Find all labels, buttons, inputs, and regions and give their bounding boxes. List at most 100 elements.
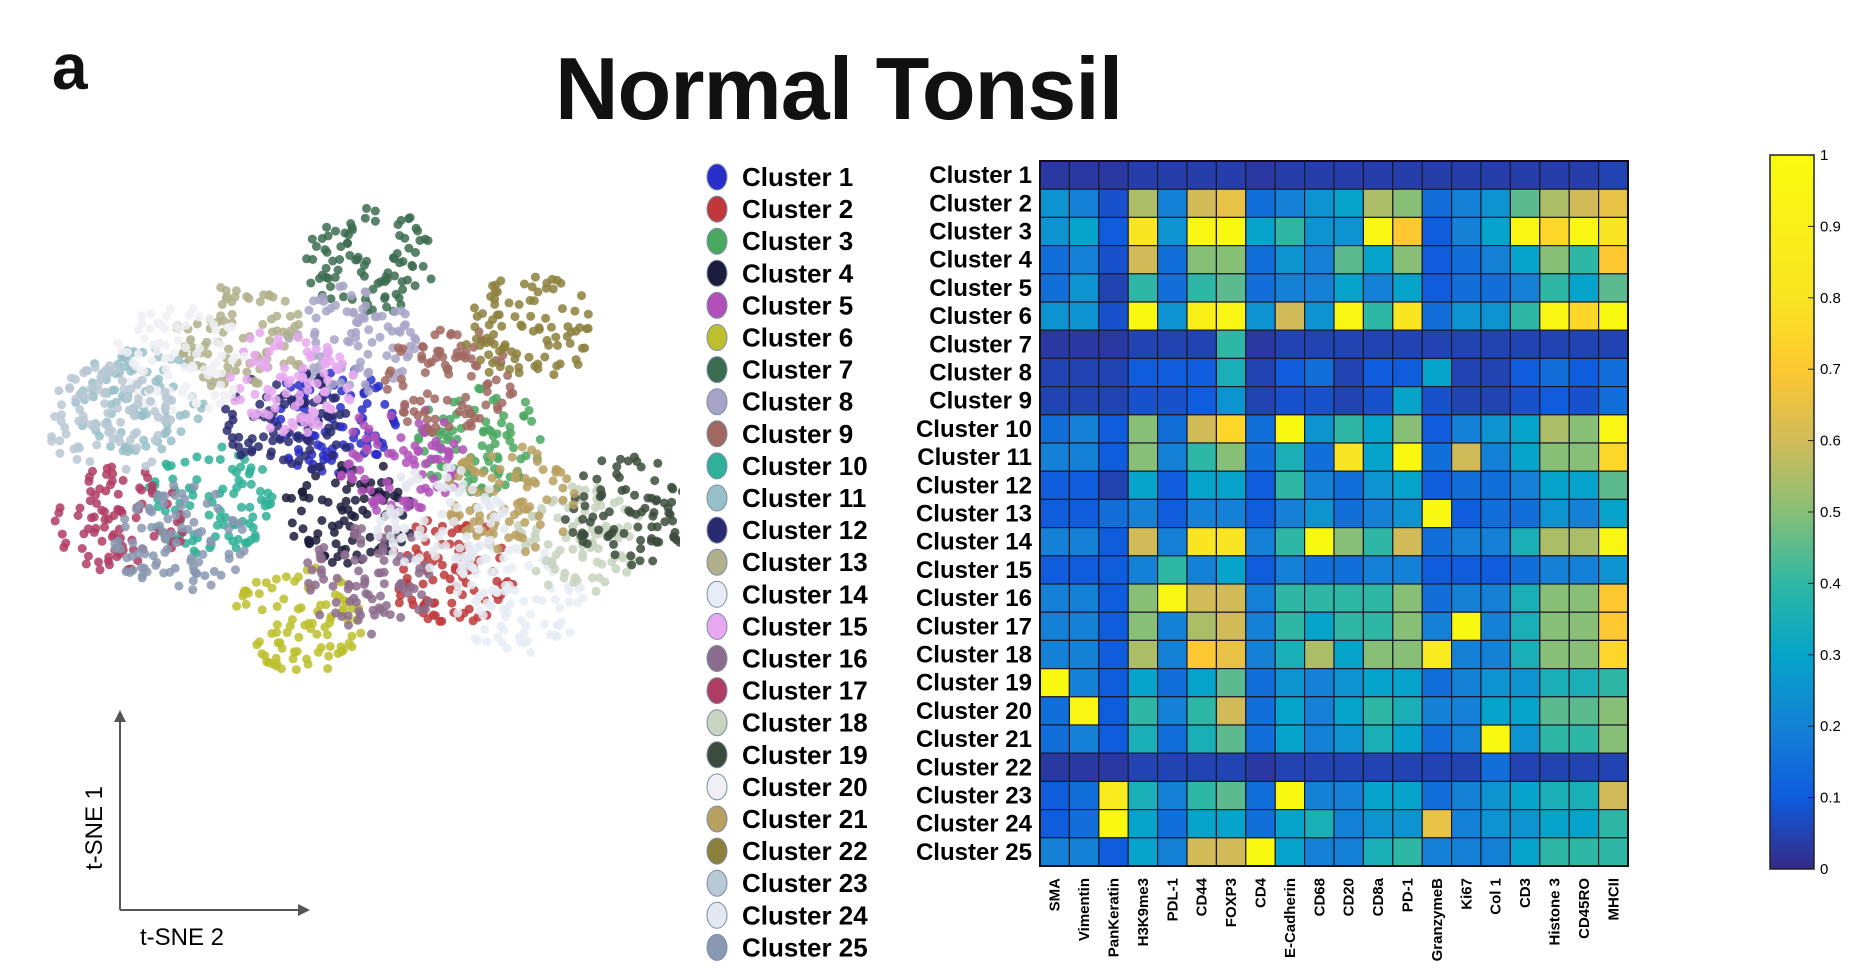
heatmap-cell xyxy=(1245,724,1276,754)
tsne-point xyxy=(104,552,114,562)
heatmap-cell xyxy=(1274,357,1306,388)
tsne-point xyxy=(50,412,60,421)
heatmap-cell xyxy=(1098,273,1129,303)
heatmap-cell xyxy=(1245,329,1276,359)
tsne-point xyxy=(336,378,346,388)
heatmap-cell xyxy=(1157,611,1188,642)
heatmap-cell xyxy=(1127,555,1159,585)
tsne-point xyxy=(486,518,496,528)
tsne-point xyxy=(224,531,234,541)
tsne-point xyxy=(294,632,304,642)
tsne-point xyxy=(414,531,423,541)
heatmap-cell xyxy=(1392,555,1423,585)
tsne-point xyxy=(383,322,393,332)
tsne-point xyxy=(376,591,385,601)
heatmap-cell xyxy=(1215,527,1247,557)
heatmap-cell xyxy=(1568,667,1600,698)
tsne-point xyxy=(271,395,281,405)
tsne-point xyxy=(319,368,329,378)
tsne-point xyxy=(84,476,94,486)
tsne-point xyxy=(398,285,408,294)
tsne-point xyxy=(647,522,657,532)
heatmap-cell xyxy=(1362,386,1394,416)
tsne-point xyxy=(306,278,316,288)
tsne-point xyxy=(276,414,286,424)
heatmap-cell xyxy=(1068,780,1100,811)
heatmap-cell xyxy=(1333,329,1364,359)
tsne-point xyxy=(429,474,439,484)
tsne-point xyxy=(234,475,244,485)
tsne-point xyxy=(612,469,622,479)
heatmap-cell xyxy=(1597,639,1629,670)
heatmap-cell xyxy=(1098,611,1129,642)
tsne-point xyxy=(495,464,505,474)
tsne-point xyxy=(470,413,480,423)
heatmap-cell xyxy=(1186,808,1217,839)
heatmap-cell xyxy=(1304,527,1335,557)
heatmap-cell xyxy=(1421,808,1453,839)
heatmap-cell xyxy=(1245,498,1276,529)
tsne-point xyxy=(404,243,414,253)
tsne-point xyxy=(361,589,371,598)
tsne-point xyxy=(489,330,499,339)
tsne-point xyxy=(133,549,143,559)
heatmap-cell xyxy=(1392,696,1423,726)
heatmap-cell xyxy=(1215,442,1247,472)
heatmap-cell xyxy=(1539,639,1570,670)
heatmap-cell xyxy=(1509,216,1541,247)
tsne-point xyxy=(520,473,530,483)
tsne-point xyxy=(389,254,399,264)
tsne-point xyxy=(454,487,464,497)
tsne-point xyxy=(224,554,234,564)
tsne-point xyxy=(486,292,496,301)
heatmap-cell xyxy=(1186,555,1217,585)
tsne-point xyxy=(293,309,303,319)
tsne-point xyxy=(482,387,492,397)
tsne-point xyxy=(265,423,275,433)
legend-swatch xyxy=(706,580,728,608)
heatmap-cell xyxy=(1245,386,1276,416)
tsne-point xyxy=(230,292,240,302)
heatmap-column-label: CD44 xyxy=(1194,877,1211,916)
heatmap-cell xyxy=(1421,273,1453,303)
tsne-point xyxy=(92,440,102,450)
tsne-point xyxy=(168,406,178,416)
heatmap-cell xyxy=(1509,160,1541,190)
heatmap-cell xyxy=(1480,808,1511,839)
tsne-point xyxy=(576,582,586,592)
tsne-point xyxy=(626,551,636,561)
heatmap-cell xyxy=(1068,667,1100,698)
heatmap-cell xyxy=(1333,724,1364,754)
heatmap-cell xyxy=(1245,780,1276,811)
tsne-point xyxy=(400,320,410,330)
tsne-point xyxy=(328,393,338,403)
tsne-point xyxy=(361,301,371,311)
heatmap-cell xyxy=(1421,667,1453,698)
heatmap-cell xyxy=(1186,386,1217,416)
tsne-point xyxy=(446,330,456,340)
tsne-point xyxy=(211,489,220,499)
tsne-point xyxy=(338,281,348,291)
tsne-point xyxy=(96,373,106,383)
heatmap-cell xyxy=(1392,216,1423,247)
tsne-point xyxy=(180,457,190,467)
tsne-point xyxy=(100,388,110,398)
colorbar-tick-label: 0 xyxy=(1820,861,1828,878)
heatmap-cell xyxy=(1362,470,1394,501)
heatmap-cell xyxy=(1098,752,1129,783)
legend-swatch xyxy=(706,709,728,737)
tsne-point xyxy=(137,573,147,583)
tsne-point xyxy=(264,500,274,510)
heatmap-cell xyxy=(1362,724,1394,754)
heatmap-cell xyxy=(1450,837,1482,867)
tsne-point xyxy=(482,333,492,343)
tsne-point xyxy=(228,415,238,425)
tsne-point xyxy=(424,569,434,579)
heatmap-cell xyxy=(1039,188,1070,219)
legend-item-cluster-19: Cluster 19 xyxy=(706,740,868,770)
tsne-point xyxy=(355,465,365,475)
tsne-point xyxy=(397,277,407,287)
tsne-point xyxy=(267,386,277,396)
tsne-point xyxy=(570,306,580,316)
tsne-point xyxy=(471,334,481,344)
